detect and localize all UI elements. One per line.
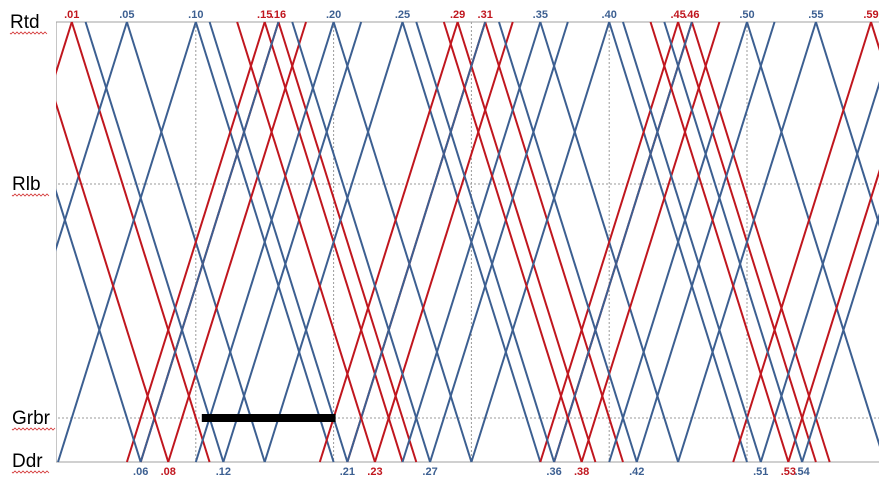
line-segment-red [70,21,211,463]
bottom-tick-label: .38 [574,466,589,478]
bottom-tick-label: .51 [753,466,768,478]
line-segment-red [690,21,831,463]
line-segment-blue [429,21,569,463]
line-segment-blue [553,21,693,463]
left-margin-mask [0,0,56,479]
line-segment-blue [263,21,404,463]
top-tick-label: .50 [739,9,754,21]
top-tick-label: .31 [478,9,493,21]
line-segment-red [318,21,459,463]
spellcheck-squiggle [11,193,50,197]
spellcheck-squiggle [11,427,56,431]
bottom-tick-label: .53 [781,466,796,478]
spellcheck-underlines [9,31,56,474]
bottom-tick-labels: .06 .08 .12 .21 .23 .27 .36 .38 .42 .51 .53.54 [133,466,811,478]
line-segment-red [277,21,418,463]
bottom-tick-label: .06 [133,466,148,478]
line-segment-blue [622,21,762,463]
line-segment-blue [415,21,556,463]
row-label-grbr: Grbr [12,408,51,429]
top-tick-label: .16 [271,9,286,21]
line-segment-red [580,21,721,463]
line-segment-red [649,21,790,463]
row-label-rlb: Rlb [12,174,41,195]
line-segment-blue [677,21,817,463]
line-segment-blue [746,21,879,447]
frame-layer [55,21,879,463]
line-segment-blue [470,21,611,463]
top-tick-label: .40 [602,9,617,21]
top-tick-label: .55 [808,9,823,21]
line-segment-blue [222,21,363,463]
top-tick-label: .59 [863,9,878,21]
bottom-tick-label: .08 [161,466,176,478]
line-segment-blue [84,21,225,463]
line-segment-red [442,21,583,463]
line-segment-blue [208,21,349,463]
line-segment-red [125,21,266,463]
bottom-tick-label: .21 [340,466,355,478]
bottom-tick-label: .36 [546,466,561,478]
line-segment-red [167,21,307,463]
bottom-tick-label: .42 [629,466,644,478]
line-segment-red [787,169,879,463]
bottom-tick-label: .12 [216,466,231,478]
line-segment-red [484,21,624,463]
line-segment-red [373,21,514,463]
row-label-rtd: Rtd [10,12,40,33]
top-tick-label: .25 [395,9,410,21]
line-segment-red [539,21,680,463]
top-tick-labels: .01 .05 .10 .15.16 .20 .25 .29 .31 .35 .40 .45.46.… [64,9,879,21]
bottom-tick-label: .23 [367,466,382,478]
line-segment-blue [57,21,197,463]
top-tick-label: .05 [119,9,134,21]
top-tick-label: .10 [188,9,203,21]
line-segment-red [732,21,872,463]
bottom-tick-label: .27 [422,466,437,478]
top-tick-label: .20 [326,9,341,21]
top-tick-label: .45 [670,9,685,21]
row-label-ddr: Ddr [12,451,43,472]
line-segment-blue [759,81,879,463]
line-segment-blue [498,21,638,463]
line-segment-red [456,21,597,463]
line-segment-blue [346,21,487,463]
grid-layer [58,22,879,462]
line-segment-blue [194,21,335,463]
top-tick-label: .15 [257,9,272,21]
top-tick-label: .29 [450,9,465,21]
spellcheck-squiggle [11,470,50,474]
line-segment-blue [801,213,879,463]
line-segment-blue [139,21,280,463]
bottom-tick-label: .54 [794,466,810,478]
top-tick-label: .01 [64,9,79,21]
top-tick-label: .35 [533,9,548,21]
line-segment-red [236,21,376,463]
line-segment-blue [635,21,776,463]
line-segment-blue [332,21,473,463]
top-tick-label: .46 [684,9,699,21]
line-segment-blue [663,21,804,463]
spellcheck-squiggle [9,31,48,35]
line-segment-blue [291,21,432,463]
line-segment-blue [608,21,748,463]
line-segment-blue [401,21,542,463]
line-segment-blue [814,21,879,227]
